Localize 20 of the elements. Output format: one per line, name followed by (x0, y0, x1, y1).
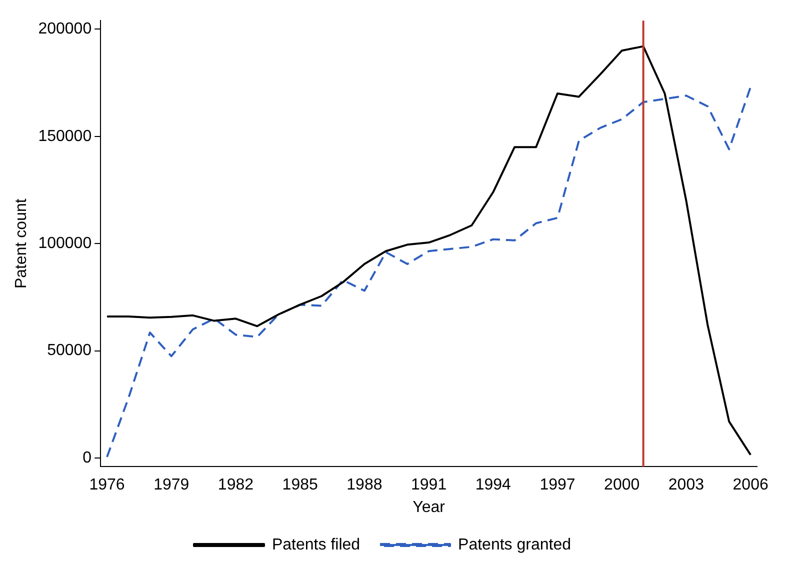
y-tick-label: 100000 (38, 235, 92, 252)
legend-label: Patents granted (458, 536, 572, 554)
x-axis-title: Year (412, 498, 446, 516)
x-tick-label: 1994 (475, 476, 512, 494)
x-tick-label: 1988 (346, 476, 382, 494)
x-tick-label: 2006 (732, 476, 768, 494)
x-tick-label: 1982 (218, 476, 254, 494)
y-tick-label: 50000 (47, 342, 92, 360)
legend-label: Patents filed (272, 536, 360, 554)
x-tick-label: 1997 (540, 476, 576, 494)
x-tick-label: 1991 (411, 476, 447, 494)
y-tick-label: 150000 (38, 128, 92, 145)
y-tick-label: 0 (82, 449, 92, 466)
x-tick-label: 2000 (604, 476, 640, 494)
y-axis-title: Patent count (13, 198, 30, 289)
x-tick-label: 1976 (89, 476, 125, 494)
x-tick-label: 1985 (282, 476, 318, 494)
x-tick-label: 2003 (668, 476, 704, 494)
y-tick-label: 200000 (38, 20, 92, 38)
x-tick-label: 1979 (154, 476, 190, 494)
